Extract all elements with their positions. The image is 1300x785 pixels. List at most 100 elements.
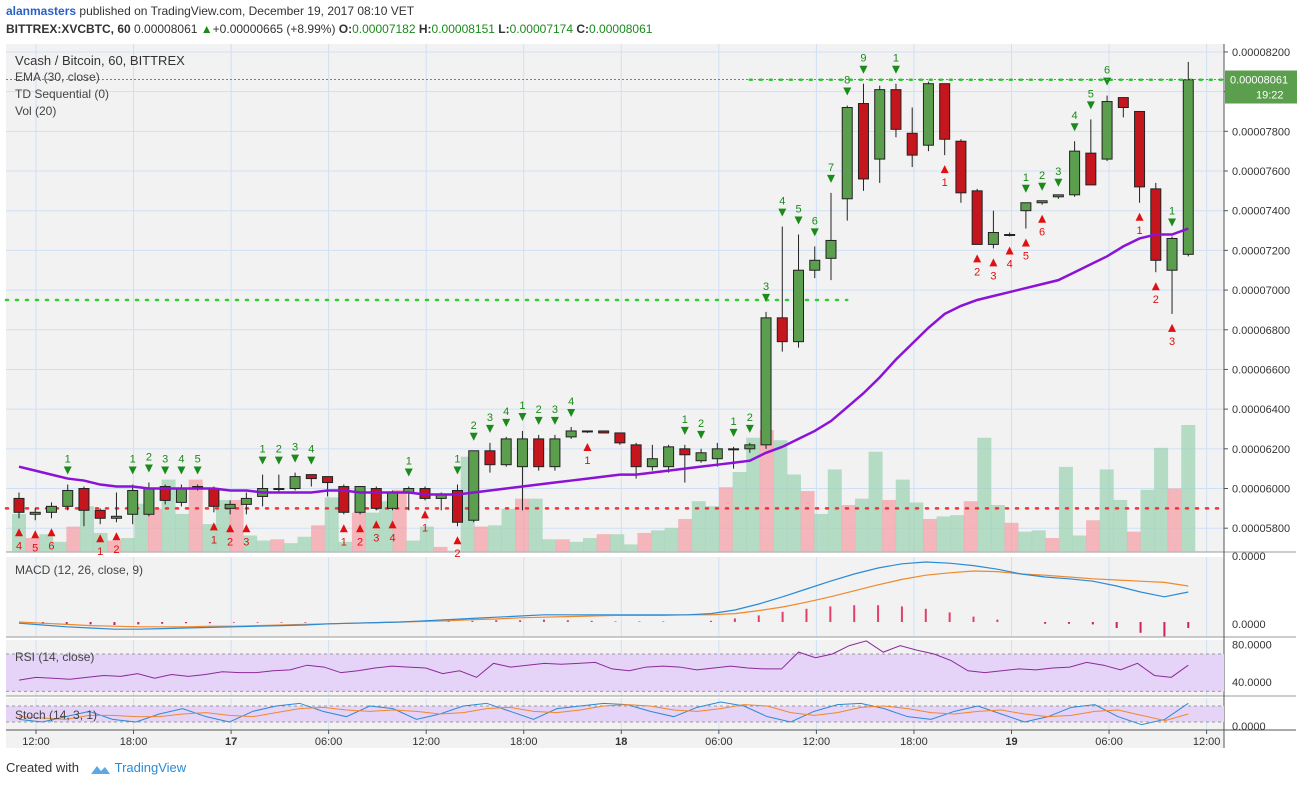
candle-body	[110, 515, 122, 519]
td-buy-arrow	[1135, 212, 1144, 221]
volume-bar	[243, 535, 258, 552]
stoch-k-line	[18, 701, 1189, 726]
td-buy-arrow	[940, 165, 949, 174]
ema-legend[interactable]: EMA (30, close)	[15, 70, 100, 84]
candle-body	[13, 497, 25, 513]
td-buy-arrow	[226, 524, 235, 533]
stoch-d-line	[18, 704, 1189, 722]
td-buy-count: 3	[1169, 336, 1175, 348]
volume-bar	[868, 451, 883, 552]
volume-bar	[610, 534, 625, 552]
candle-body	[1166, 237, 1178, 271]
td-sell-arrow	[550, 416, 559, 425]
volume-bar	[256, 540, 271, 552]
volume-bar	[854, 498, 869, 552]
volume-bar	[623, 544, 638, 552]
td-sell-arrow	[193, 466, 202, 475]
candle-body	[939, 83, 951, 140]
volume-bar	[555, 539, 570, 552]
candle-body	[208, 488, 220, 507]
td-sell-count: 2	[536, 404, 542, 416]
volume-bar	[569, 541, 584, 552]
macd-legend[interactable]: MACD (12, 26, close, 9)	[15, 563, 144, 577]
pane-separator	[0, 552, 1300, 557]
candle-body	[322, 476, 334, 484]
candle-body	[1085, 152, 1097, 186]
x-tick-label: 12:00	[803, 736, 831, 748]
candle-body	[711, 448, 723, 460]
username-link[interactable]: alanmasters	[6, 4, 77, 18]
candle-body	[370, 488, 382, 509]
open-label: O:	[338, 22, 353, 36]
low-label: L:	[498, 22, 510, 36]
td-buy-count: 4	[16, 540, 22, 552]
td-buy-arrow	[372, 520, 381, 529]
td-sell-count: 3	[162, 454, 168, 466]
td-legend[interactable]: TD Sequential (0)	[15, 87, 110, 101]
rsi-legend[interactable]: RSI (14, close)	[15, 650, 95, 664]
td-sell-count: 1	[65, 454, 71, 466]
td-buy-count: 4	[389, 532, 395, 544]
candle-body	[825, 239, 837, 259]
td-sell-arrow	[680, 426, 689, 435]
candle-body	[224, 503, 236, 509]
td-sell-arrow	[518, 412, 527, 421]
stoch-legend[interactable]: Stoch (14, 3, 1)	[15, 708, 98, 722]
td-buy-arrow	[1038, 214, 1047, 223]
rsi-tick-label: 80.0000	[1232, 640, 1272, 652]
td-sell-count: 6	[812, 215, 818, 227]
candle-body	[630, 444, 642, 468]
td-sell-arrow	[697, 430, 706, 439]
volume-bar	[39, 534, 54, 552]
td-sell-count: 1	[130, 454, 136, 466]
volume-bar	[351, 512, 366, 552]
td-sell-count: 3	[552, 404, 558, 416]
publisher-line: alanmasters published on TradingView.com…	[6, 4, 414, 18]
volume-bar	[691, 501, 706, 552]
volume-bar	[1140, 489, 1155, 552]
td-buy-arrow	[356, 524, 365, 533]
td-buy-count: 4	[1007, 258, 1013, 270]
td-buy-arrow	[242, 524, 251, 533]
volume-bar	[841, 505, 856, 552]
volume-bar	[515, 498, 530, 552]
high-label: H:	[418, 22, 432, 36]
td-buy-arrow	[31, 530, 40, 539]
volume-bar	[542, 539, 557, 552]
candle-body	[598, 430, 610, 434]
td-buy-count: 2	[454, 548, 460, 560]
td-sell-arrow	[63, 466, 72, 475]
candle-body	[1150, 188, 1162, 261]
td-sell-count: 2	[146, 452, 152, 464]
td-buy-arrow	[1021, 238, 1030, 247]
td-sell-arrow	[144, 464, 153, 473]
tradingview-link[interactable]: TradingView	[114, 760, 187, 775]
candle-body	[533, 438, 545, 468]
candle-body	[289, 476, 301, 489]
volume-bar	[202, 524, 217, 552]
td-sell-count: 1	[260, 444, 266, 456]
volume-bar	[229, 499, 244, 552]
candle-body	[1134, 110, 1146, 188]
td-sell-count: 2	[1039, 170, 1045, 182]
x-tick-label: 18	[615, 736, 627, 748]
candle-body	[273, 488, 285, 490]
td-sell-arrow	[453, 466, 462, 475]
td-buy-arrow	[339, 524, 348, 533]
volume-bar	[773, 440, 788, 552]
volume-bar	[1167, 488, 1182, 552]
vol-legend[interactable]: Vol (20)	[15, 104, 57, 118]
volume-bar	[719, 487, 734, 552]
candle-body	[793, 269, 805, 343]
td-buy-count: 1	[1136, 225, 1142, 237]
td-sell-count: 6	[1104, 65, 1110, 77]
td-sell-count: 5	[795, 204, 801, 216]
volume-bar	[895, 479, 910, 552]
y-tick-label: 0.00007400	[1232, 206, 1290, 218]
volume-bar	[175, 513, 190, 552]
volume-bar	[338, 541, 353, 552]
volume-bar	[25, 538, 40, 552]
volume-bar	[406, 540, 421, 552]
candle-body	[175, 488, 187, 503]
